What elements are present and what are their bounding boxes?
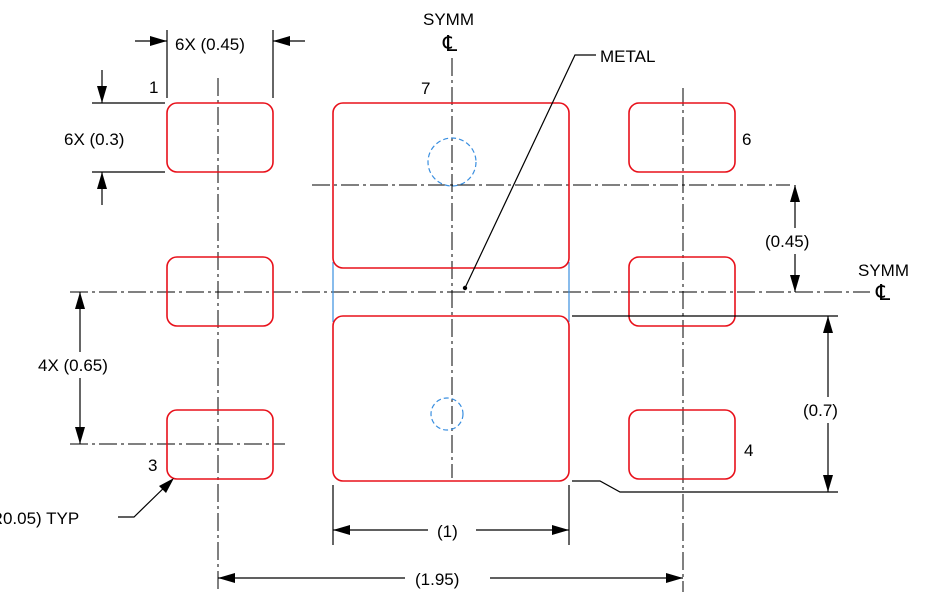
dim-pad-height-arrow-top — [97, 86, 107, 103]
dim-half-gap-label-bg — [760, 228, 830, 254]
dim-half-gap-label: (0.45) — [765, 232, 809, 251]
pad-2 — [166, 256, 274, 327]
dim-center-height-label: (0.7) — [803, 401, 838, 420]
dim-half-gap: (0.45) — [760, 185, 830, 292]
dim-row-span-arrow-left — [218, 573, 235, 583]
dim-center-width-arrow-left — [333, 525, 350, 535]
dim-center-width-label: (1) — [437, 522, 458, 541]
dim-pad-width-arrow-right — [273, 36, 290, 46]
dim-pitch-label: 4X (0.65) — [38, 356, 108, 375]
dim-pitch-arrow-bottom — [75, 427, 85, 444]
dim-pad-width-label: 6X (0.45) — [175, 35, 245, 54]
via-top — [427, 137, 477, 187]
symm-right-label: SYMM — [858, 261, 909, 280]
center-lines — [70, 58, 870, 592]
symm-top-centerline-icon: ℄ — [442, 31, 458, 56]
pin-labels: 1 3 4 6 7 — [148, 78, 753, 475]
pads — [166, 102, 736, 482]
pin-3-label: 3 — [148, 456, 157, 475]
pin-1-label: 1 — [149, 78, 158, 97]
dim-row-span: (1.95) — [218, 570, 683, 589]
pad-6 — [628, 102, 736, 173]
pin-6-label: 6 — [742, 130, 751, 149]
dim-pad-width-arrow-left — [150, 36, 167, 46]
center-pad-bottom — [332, 315, 570, 482]
dim-pad-height: 6X (0.3) — [64, 70, 165, 205]
pad-1 — [166, 102, 274, 173]
dim-pad-height-arrow-bottom — [97, 172, 107, 189]
symm-right-centerline-icon: ℄ — [875, 280, 891, 305]
pin-7-label: 7 — [421, 79, 430, 98]
dim-row-span-label: (1.95) — [415, 570, 459, 589]
symm-right: SYMM ℄ — [858, 261, 909, 305]
pad-3 — [166, 409, 274, 480]
dim-half-gap-arrow-bottom — [790, 275, 800, 292]
dim-center-height-ext-bottom — [572, 480, 838, 493]
metal-label: METAL — [600, 47, 655, 66]
corner-radius-leader — [118, 479, 173, 518]
via-bottom — [430, 397, 464, 431]
dim-pitch: 4X (0.65) — [36, 292, 134, 444]
corner-radius-label: (R0.05) TYP — [0, 509, 79, 528]
dim-center-pad-height: (0.7) — [572, 315, 856, 493]
dim-half-gap-arrow-top — [790, 185, 800, 202]
pin-4-label: 4 — [744, 441, 753, 460]
dim-row-span-arrow-right — [666, 573, 683, 583]
dim-pitch-arrow-top — [75, 292, 85, 309]
dim-center-height-arrow-top — [823, 316, 833, 333]
dim-center-width-arrow-right — [552, 525, 569, 535]
dim-pad-width: 6X (0.45) — [135, 30, 305, 98]
dim-center-height-arrow-bottom — [823, 475, 833, 492]
dim-pitch-label-bg — [36, 352, 134, 378]
metal-leader — [464, 54, 596, 289]
symm-top: SYMM ℄ — [423, 10, 474, 56]
metal-callout: METAL — [464, 47, 655, 289]
pad-4 — [628, 409, 736, 480]
center-pad-top — [332, 102, 570, 269]
dim-pad-height-label: 6X (0.3) — [64, 130, 124, 149]
dim-center-pad-width: (1) — [332, 485, 570, 545]
symm-top-label: SYMM — [423, 10, 474, 29]
corner-radius-callout: (R0.05) TYP — [0, 478, 174, 528]
corner-radius-arrow — [159, 478, 174, 493]
dim-center-height-label-bg — [800, 397, 856, 423]
pad-5 — [628, 256, 736, 327]
